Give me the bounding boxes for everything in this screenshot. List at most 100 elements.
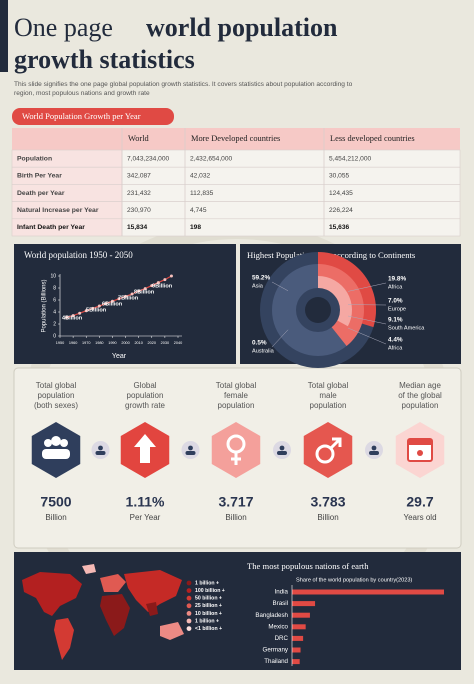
bar bbox=[292, 624, 306, 630]
leader-line bbox=[347, 327, 387, 345]
continent-label: South America bbox=[388, 325, 425, 331]
bar-category: Germany bbox=[263, 647, 289, 654]
legend-label: 1 billion + bbox=[195, 580, 219, 586]
stat-label: population bbox=[402, 401, 439, 410]
stat-unit: Per Year bbox=[130, 513, 161, 522]
stat-value: 3.717 bbox=[218, 494, 253, 510]
stat-label: female bbox=[224, 391, 249, 400]
data-point bbox=[110, 299, 114, 303]
table-row-bg bbox=[121, 201, 461, 220]
continent-label: Asia bbox=[252, 283, 264, 289]
table-header: More Developed countries bbox=[191, 134, 280, 143]
continent-value: 19.8% bbox=[388, 276, 406, 283]
stat-hexagon bbox=[211, 422, 261, 478]
stat-label: growth rate bbox=[125, 401, 166, 410]
continent-value: 0.5% bbox=[252, 340, 267, 347]
stat-label: population bbox=[38, 391, 75, 400]
table-row-bg bbox=[121, 184, 461, 202]
table-cell: 226,224 bbox=[329, 207, 353, 214]
map-land bbox=[82, 564, 96, 574]
legend-swatch bbox=[186, 588, 192, 593]
stat-label: population bbox=[218, 401, 255, 410]
x-tick-label: 1990 bbox=[108, 341, 116, 345]
icon bbox=[42, 449, 70, 459]
x-tick-label: 2000 bbox=[121, 341, 129, 345]
table-header-bg bbox=[12, 128, 460, 150]
table-header: World bbox=[128, 134, 150, 143]
stat-label: (both sexes) bbox=[34, 401, 78, 410]
table-cell: 15,636 bbox=[329, 224, 350, 231]
map-land bbox=[146, 602, 158, 616]
stat-label: Median age bbox=[399, 381, 441, 390]
continent-value: 4.4% bbox=[388, 337, 403, 344]
table-row-label: Infant Death per Year bbox=[17, 224, 85, 231]
stat-unit: Billion bbox=[317, 513, 338, 522]
stat-hexagon bbox=[303, 422, 353, 478]
bar-category: India bbox=[275, 589, 289, 596]
bottom-panel bbox=[14, 552, 461, 670]
map-land bbox=[160, 622, 184, 640]
x-axis-label: Year bbox=[112, 353, 127, 360]
title-light: One page bbox=[14, 13, 113, 42]
bar-chart-subtitle: Share of the world population by country… bbox=[296, 577, 412, 583]
continent-label: Africa bbox=[388, 284, 403, 290]
icon bbox=[329, 437, 342, 450]
bar bbox=[292, 601, 316, 607]
stat-label: Global bbox=[133, 381, 156, 390]
bar-chart-title: The most populous nations of earth bbox=[247, 561, 369, 571]
table-cell: 124,435 bbox=[329, 190, 353, 197]
table-row-label: Birth Per Year bbox=[17, 173, 62, 180]
bar-category: DRC bbox=[275, 635, 289, 642]
legend-swatch bbox=[186, 611, 192, 616]
stat-value: 3.783 bbox=[310, 494, 345, 510]
y-axis-label: Population (Billions) bbox=[42, 279, 48, 332]
stat-unit: Billion bbox=[225, 513, 246, 522]
data-point bbox=[84, 309, 88, 313]
continent-label: Europe bbox=[388, 306, 406, 312]
icon bbox=[408, 439, 432, 445]
data-point bbox=[65, 315, 69, 319]
stat-value: 29.7 bbox=[406, 494, 433, 510]
x-tick-label: 2040 bbox=[174, 341, 182, 345]
table-cell: 7,043,234,000 bbox=[127, 155, 170, 162]
continent-value: 7.0% bbox=[388, 298, 403, 305]
y-tick-label: 6 bbox=[53, 297, 56, 303]
connector-icon bbox=[188, 445, 193, 451]
connector-icon bbox=[277, 451, 287, 455]
icon bbox=[51, 436, 61, 446]
table-row-bg bbox=[121, 218, 461, 237]
x-tick-label: 1950 bbox=[56, 341, 64, 345]
y-tick-label: 8 bbox=[53, 285, 56, 291]
y-tick-label: 10 bbox=[50, 273, 56, 279]
legend-label: <1 billion + bbox=[195, 626, 222, 632]
legend-swatch bbox=[186, 618, 192, 624]
stat-value: 1.11% bbox=[126, 494, 165, 510]
legend-label: 100 billion + bbox=[195, 588, 225, 594]
legend-swatch bbox=[186, 603, 192, 609]
table-cell: 30,055 bbox=[329, 173, 350, 180]
bar bbox=[292, 589, 444, 595]
annotation: 8Billion bbox=[134, 289, 155, 295]
connector-icon bbox=[371, 445, 377, 451]
table-row-bg bbox=[121, 166, 461, 185]
connector-icon bbox=[95, 451, 106, 455]
data-point bbox=[163, 278, 167, 282]
legend-swatch bbox=[186, 580, 192, 586]
data-point bbox=[169, 274, 173, 278]
data-point bbox=[130, 292, 134, 296]
legend-label: 10 billion + bbox=[195, 611, 222, 617]
line-chart-title: World population 1950 - 2050 bbox=[24, 250, 133, 260]
connector-icon bbox=[279, 445, 285, 451]
table-row-label: Population bbox=[17, 155, 52, 162]
x-tick-label: 2010 bbox=[134, 341, 142, 345]
accent-bar bbox=[0, 0, 8, 72]
ring-center bbox=[305, 297, 331, 323]
legend-swatch bbox=[186, 626, 192, 631]
table-row-label: Death per Year bbox=[17, 190, 65, 197]
table-header: Less developed countries bbox=[330, 134, 415, 143]
continent-value: 9.1% bbox=[388, 317, 403, 324]
x-tick-label: 1960 bbox=[69, 341, 77, 345]
bar-category: Brasil bbox=[273, 600, 288, 607]
y-tick-label: 0 bbox=[53, 333, 56, 339]
